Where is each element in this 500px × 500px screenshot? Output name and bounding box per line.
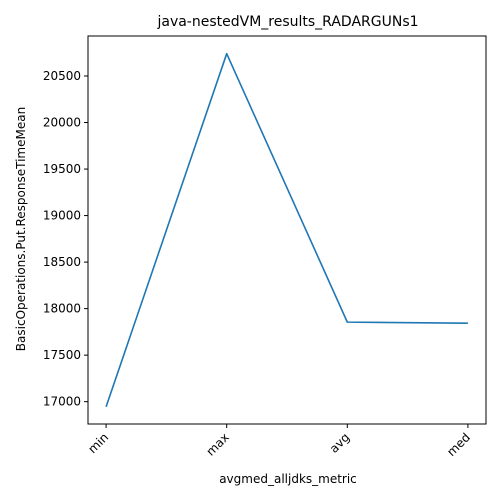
- y-tick-label: 17500: [43, 348, 81, 362]
- y-tick-label: 20000: [43, 116, 81, 130]
- x-tick-label: avg: [327, 430, 353, 456]
- chart-title: java-nestedVM_results_RADARGUNs1: [156, 14, 418, 30]
- y-tick-label: 18500: [43, 255, 81, 269]
- x-tick-label: med: [444, 430, 473, 459]
- x-axis-label: avgmed_alljdks_metric: [219, 472, 357, 486]
- plot-area: 17000 17500 18000 18500 19000 19500 20000 20500…: [43, 35, 487, 459]
- y-tick-label: 19500: [43, 162, 81, 176]
- x-tick-label: max: [203, 430, 231, 458]
- x-tick-label: min: [85, 430, 111, 456]
- series-line-0: [105, 52, 468, 408]
- y-tick-label: 17000: [43, 395, 81, 409]
- axes-frame: [87, 35, 487, 425]
- y-tick-label: 20500: [43, 69, 81, 83]
- y-tick-label: 19000: [43, 209, 81, 223]
- y-tick-label: 18000: [43, 302, 81, 316]
- y-axis-label: BasicOperations.Put.ResponseTimeMean: [14, 107, 28, 351]
